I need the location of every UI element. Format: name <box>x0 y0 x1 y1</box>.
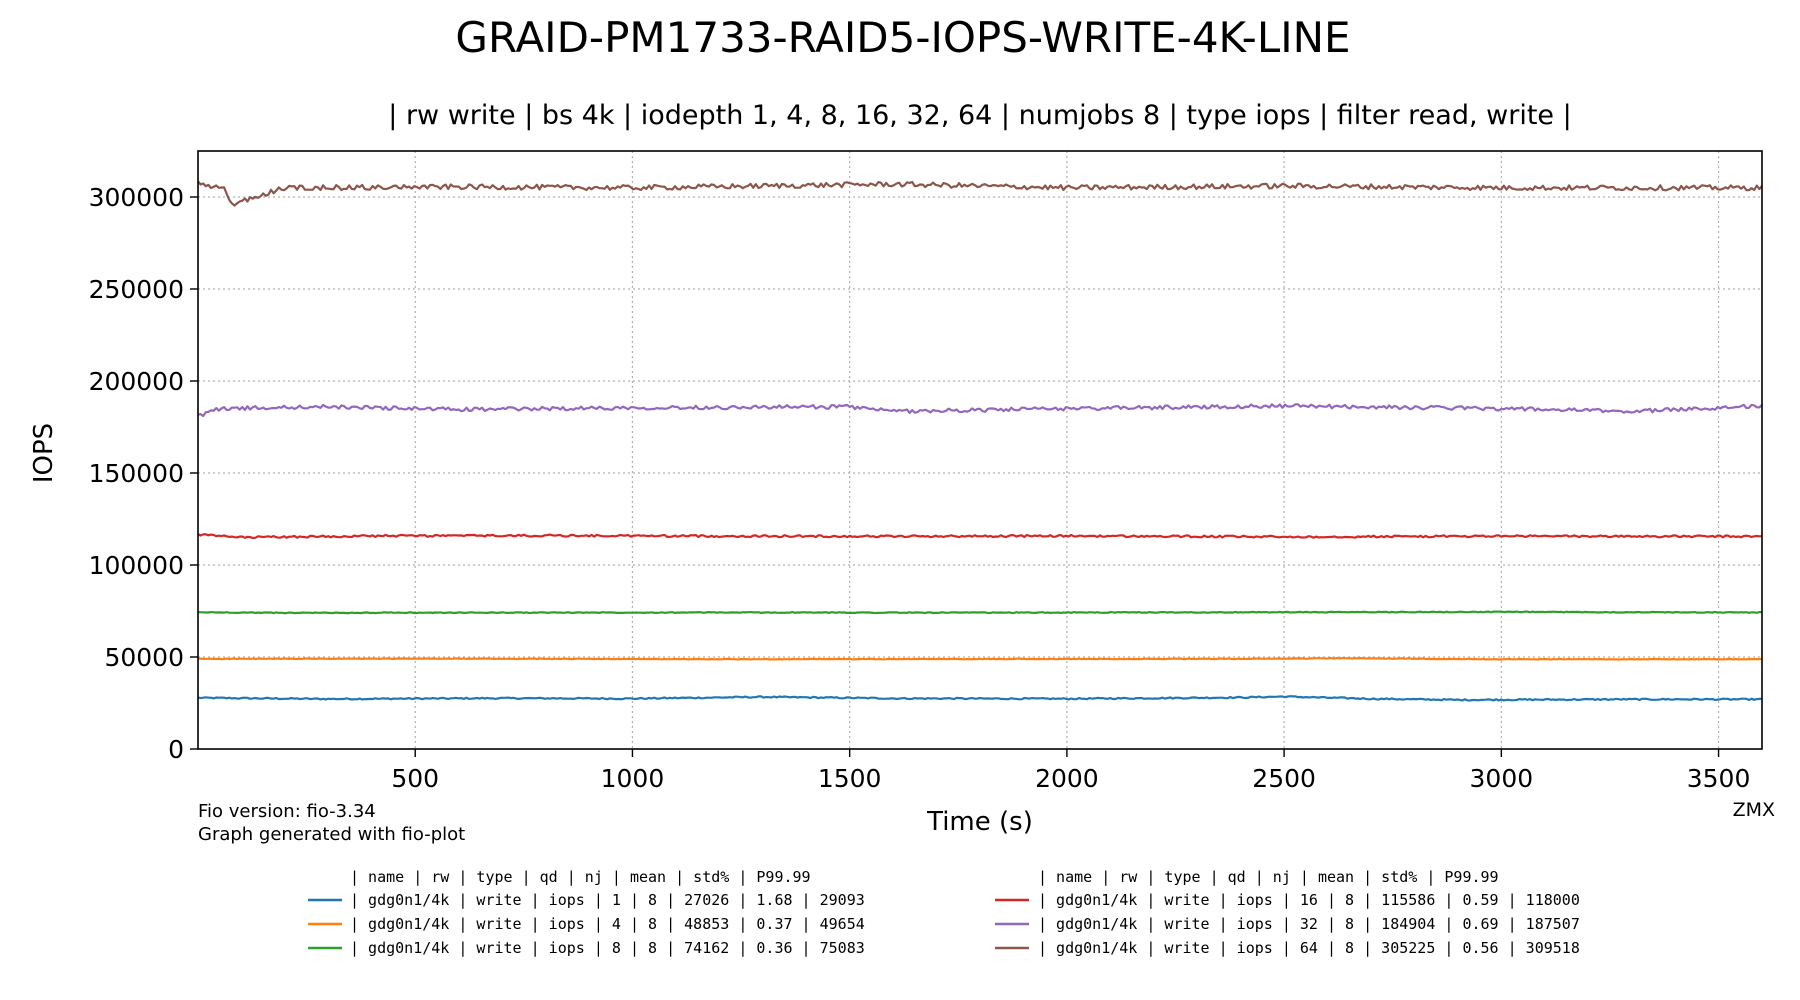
y-axis-label: IOPS <box>29 423 59 483</box>
legend-header: | name | rw | type | qd | nj | mean | st… <box>350 868 811 886</box>
legend-header: | name | rw | type | qd | nj | mean | st… <box>1038 868 1499 886</box>
legend-entry: | gdg0n1/4k | write | iops | 4 | 8 | 488… <box>350 915 865 933</box>
chart-subtitle: | rw write | bs 4k | iodepth 1, 4, 8, 16… <box>388 100 1571 131</box>
legend-entry: | gdg0n1/4k | write | iops | 64 | 8 | 30… <box>1038 939 1580 957</box>
y-tick-label: 300000 <box>89 183 184 212</box>
y-ticks: 0 50000 100000 150000 200000 250000 300000 <box>89 183 198 764</box>
fio-plot-note: Graph generated with fio-plot <box>198 824 465 845</box>
y-tick-label: 50000 <box>104 643 184 672</box>
y-tick-label: 200000 <box>89 367 184 396</box>
y-tick-label: 250000 <box>89 275 184 304</box>
x-tick-label: 3500 <box>1687 764 1751 793</box>
series-line <box>197 610 1763 615</box>
x-tick-label: 2500 <box>1252 764 1316 793</box>
chart-title: GRAID-PM1733-RAID5-IOPS-WRITE-4K-LINE <box>455 13 1350 62</box>
x-tick-label: 3000 <box>1470 764 1534 793</box>
x-tick-label: 2000 <box>1035 764 1099 793</box>
x-tick-label: 500 <box>391 764 439 793</box>
series-line <box>197 403 1763 418</box>
legend-entry: | gdg0n1/4k | write | iops | 8 | 8 | 741… <box>350 939 865 957</box>
x-ticks: 500 1000 1500 2000 2500 3000 3500 <box>391 749 1750 793</box>
series-lines <box>197 180 1763 702</box>
grid-lines <box>198 151 1762 749</box>
legend: | name | rw | type | qd | nj | mean | st… <box>308 868 1580 957</box>
legend-entry: | gdg0n1/4k | write | iops | 32 | 8 | 18… <box>1038 915 1580 933</box>
series-line <box>197 695 1763 702</box>
x-axis-label: Time (s) <box>926 807 1033 837</box>
author-tag: ZMX <box>1733 799 1775 821</box>
y-tick-label: 100000 <box>89 551 184 580</box>
legend-entry: | gdg0n1/4k | write | iops | 1 | 8 | 270… <box>350 891 865 909</box>
series-line <box>197 180 1763 207</box>
y-tick-label: 0 <box>168 735 184 764</box>
series-line <box>197 533 1763 540</box>
x-tick-label: 1500 <box>818 764 882 793</box>
y-tick-label: 150000 <box>89 459 184 488</box>
x-tick-label: 1000 <box>601 764 665 793</box>
series-line <box>197 657 1763 661</box>
plot-frame <box>197 150 1763 750</box>
fio-version-note: Fio version: fio-3.34 <box>198 801 376 822</box>
legend-entry: | gdg0n1/4k | write | iops | 16 | 8 | 11… <box>1038 891 1580 909</box>
